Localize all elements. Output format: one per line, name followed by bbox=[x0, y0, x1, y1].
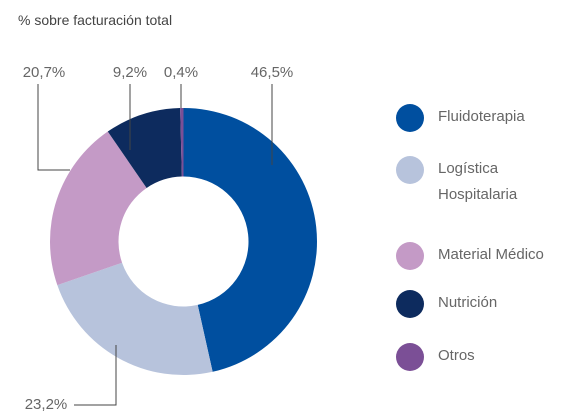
legend-label: Otros bbox=[438, 347, 475, 364]
legend-label: Logística Hospitalaria bbox=[438, 160, 518, 203]
legend-item: Logística Hospitalaria bbox=[396, 156, 562, 208]
legend-label: Nutrición bbox=[438, 294, 498, 311]
legend-swatch bbox=[396, 242, 424, 270]
legend-swatch bbox=[396, 104, 424, 132]
slice bbox=[107, 108, 182, 188]
leader-line bbox=[74, 345, 117, 406]
legend-item: Otros bbox=[396, 343, 562, 371]
data-label: 46,5% bbox=[251, 64, 294, 81]
legend-swatch bbox=[396, 290, 424, 318]
legend-item: Nutrición bbox=[396, 290, 562, 318]
slice bbox=[180, 108, 184, 177]
legend-swatch bbox=[396, 343, 424, 371]
legend-item: Material Médico bbox=[396, 242, 562, 270]
legend-item: Fluidoterapia bbox=[396, 104, 562, 132]
legend-label: Fluidoterapia bbox=[438, 108, 525, 125]
slice bbox=[50, 131, 147, 286]
data-label: 9,2% bbox=[113, 64, 147, 81]
legend-label: Material Médico bbox=[438, 246, 544, 263]
data-label: 20,7% bbox=[23, 64, 66, 81]
slice bbox=[183, 108, 317, 372]
chart-title: % sobre facturación total bbox=[18, 12, 173, 28]
legend-swatch bbox=[396, 156, 424, 184]
leader-line bbox=[37, 84, 70, 171]
data-label: 23,2% bbox=[25, 396, 68, 413]
data-label: 0,4% bbox=[164, 64, 198, 81]
slice bbox=[57, 262, 213, 375]
